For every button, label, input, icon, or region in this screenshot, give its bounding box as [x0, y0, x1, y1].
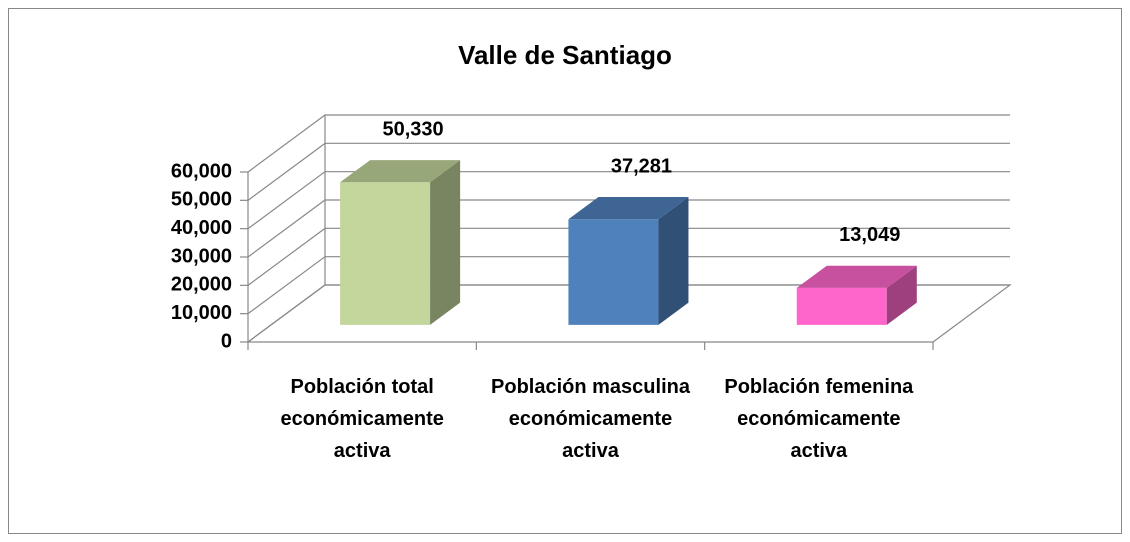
- y-tick-label: 40,000: [171, 217, 232, 239]
- grid-line: [247, 171, 1010, 230]
- y-tick-label: 60,000: [171, 160, 232, 182]
- grid-line: [247, 142, 1010, 201]
- grid-line: [247, 114, 1010, 173]
- y-tick-label: 50,000: [171, 189, 232, 211]
- bar-side: [658, 197, 689, 325]
- bar-front: [568, 219, 659, 325]
- x-tick-label: Población femenina económicamente activa: [724, 376, 914, 462]
- chart-title: Valle de Santiago: [458, 40, 672, 70]
- grid-line: [247, 284, 1010, 343]
- data-label: 13,049: [839, 224, 900, 246]
- bar-side: [886, 265, 917, 325]
- grid-line: [247, 256, 1010, 315]
- chart-border: [8, 8, 1122, 534]
- bar-top: [340, 160, 461, 183]
- data-label: 50,330: [383, 119, 444, 141]
- bar-top: [568, 197, 689, 220]
- y-tick-label: 20,000: [171, 274, 232, 296]
- bar-top: [796, 265, 917, 288]
- x-tick-label: Población masculina económicamente activa: [491, 376, 691, 462]
- y-tick-label: 0: [221, 330, 232, 352]
- bar-side: [430, 160, 461, 325]
- grid-line: [247, 227, 1010, 286]
- grid-line: [247, 199, 1010, 258]
- x-tick-label: Población total económicamente activa: [280, 376, 443, 462]
- bar-front: [796, 287, 887, 325]
- bar-front: [340, 182, 431, 325]
- data-label: 37,281: [611, 156, 672, 178]
- y-tick-label: 10,000: [171, 302, 232, 324]
- y-tick-label: 30,000: [171, 245, 232, 267]
